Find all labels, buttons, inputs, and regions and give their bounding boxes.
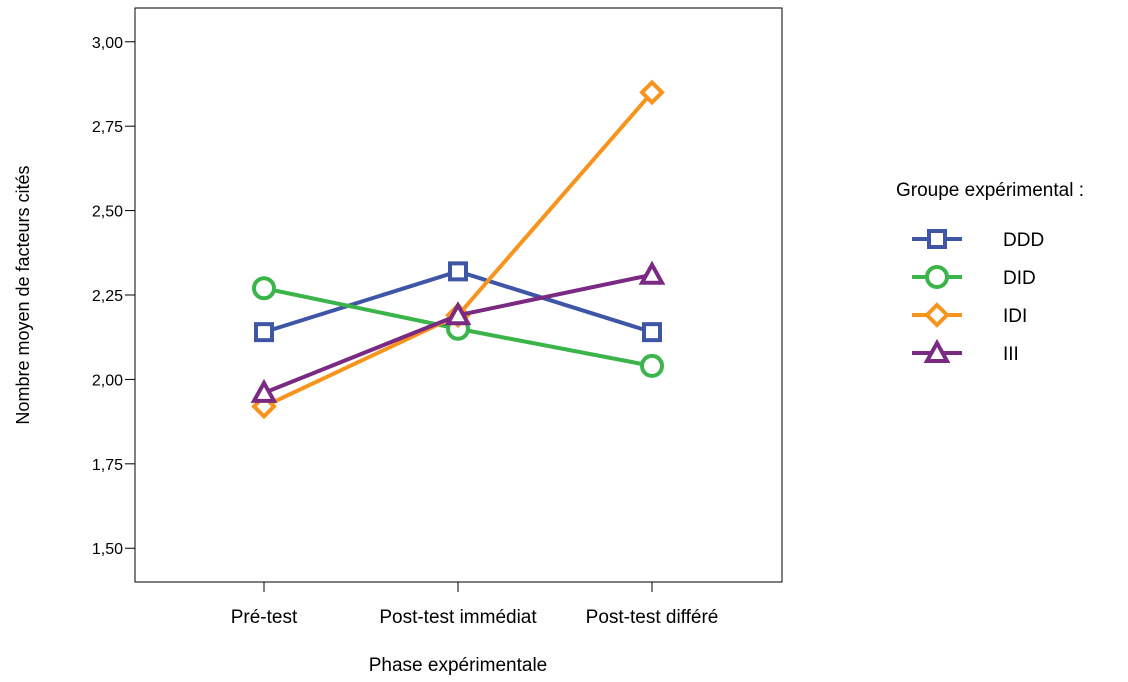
y-tick-label: 2,25 [92, 288, 123, 305]
legend-marker-ddd [927, 229, 947, 249]
data-point-ddd [448, 261, 468, 282]
data-point-ddd [642, 322, 662, 343]
y-tick-label: 1,50 [92, 541, 123, 558]
y-axis-label: Nombre moyen de facteurs cités [13, 165, 33, 424]
legend-label-iii: III [1003, 344, 1019, 365]
y-tick-label: 3,00 [92, 35, 123, 52]
x-tick-label: Post-test immédiat [379, 607, 537, 628]
legend-label-ddd: DDD [1003, 230, 1044, 251]
y-tick-label: 2,00 [92, 372, 123, 389]
y-axis: 1,50 1,75 2,00 2,25 2,50 2,75 3,00 [92, 35, 135, 558]
legend-label-did: DID [1003, 268, 1036, 289]
x-axis: Pré-test Post-test immédiat Post-test diff… [231, 582, 719, 628]
legend-title: Groupe expérimental : [896, 180, 1084, 201]
plot-area [134, 7, 783, 583]
legend-marker-did [925, 265, 949, 289]
data-point-did [252, 276, 276, 301]
legend-marker-iii [923, 338, 951, 363]
data-point-did [640, 353, 664, 378]
data-point-iii [250, 378, 278, 403]
data-point-iii [444, 301, 472, 326]
data-point-iii [638, 260, 666, 285]
data-point-ddd [254, 322, 274, 343]
series-layer [250, 79, 666, 420]
x-tick-label: Pré-test [231, 607, 298, 628]
y-tick-label: 2,50 [92, 204, 123, 221]
x-axis-label: Phase expérimentale [369, 655, 548, 676]
y-tick-label: 1,75 [92, 457, 123, 474]
legend: Groupe expérimental : DDD DID IDI III [896, 180, 1084, 365]
x-tick-label: Post-test différé [586, 607, 719, 628]
legend-label-idi: IDI [1003, 306, 1027, 327]
legend-marker-idi [924, 302, 950, 328]
y-tick-label: 2,75 [92, 119, 123, 136]
data-point-idi [639, 79, 665, 106]
